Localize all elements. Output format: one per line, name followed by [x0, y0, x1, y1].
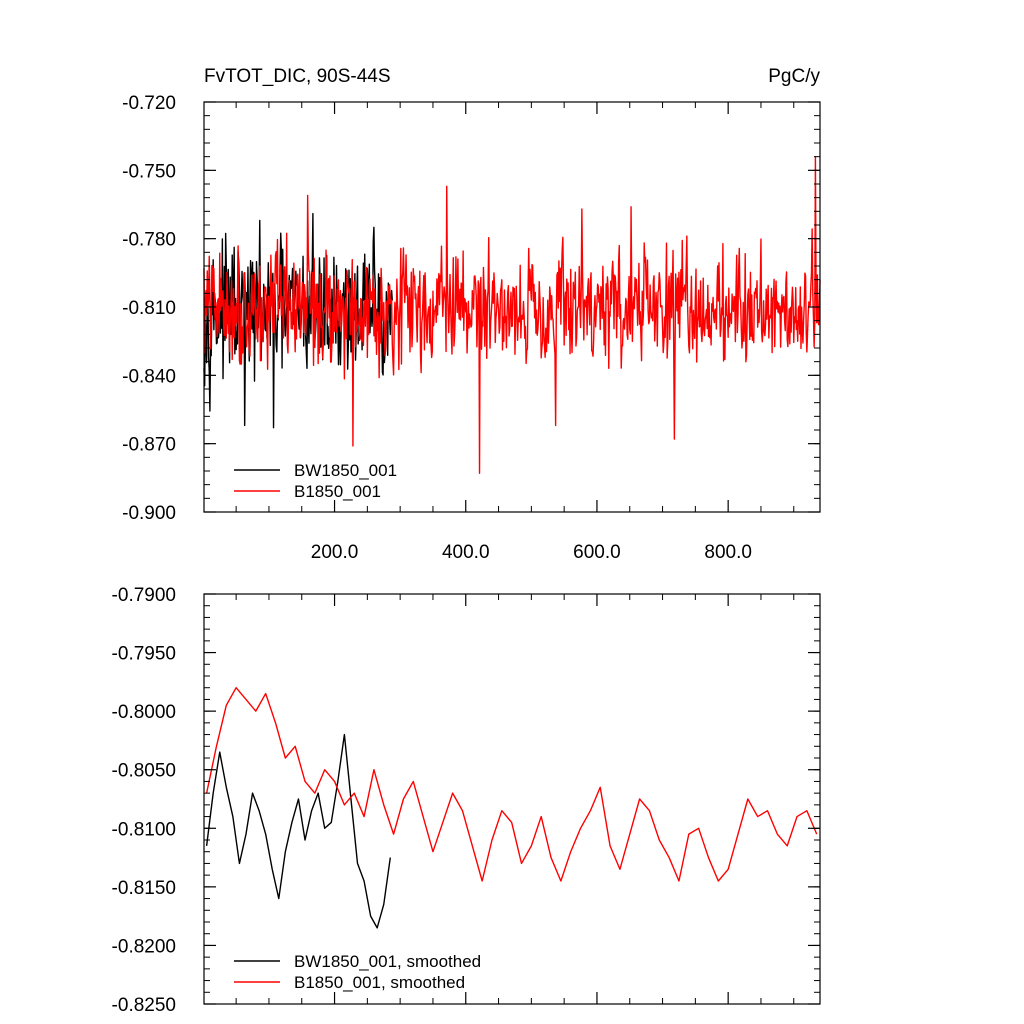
series-line-bottom-1: [205, 687, 818, 882]
y-tick-label: -0.7900: [112, 585, 176, 606]
top-legend: BW1850_001 B1850_001: [234, 461, 397, 501]
y-tick-label: -0.750: [122, 161, 176, 182]
top-axes: -0.720 -0.750 -0.780 -0.810 -0.840 -0.870 -0.9…: [122, 93, 821, 563]
bottom-axes: -0.7900 -0.7950 -0.8000 -0.8050 -0.8100 -0.81…: [112, 585, 821, 1016]
y-tick-label: -0.780: [122, 230, 176, 251]
series-line-top-1: [203, 155, 821, 474]
x-tick-label: 200.0: [311, 542, 359, 563]
series-line-bottom-0: [205, 733, 392, 929]
legend-label-b1850: B1850_001: [294, 482, 381, 501]
top-title-left: FvTOT_DIC, 90S-44S: [204, 66, 391, 87]
top-title-right: PgC/y: [768, 66, 820, 87]
y-tick-label: -0.8200: [112, 936, 176, 957]
y-tick-label: -0.720: [122, 93, 176, 114]
legend-label-bw1850: BW1850_001: [294, 461, 397, 480]
plot-frame: [203, 593, 821, 1005]
y-tick-label: -0.8050: [112, 761, 176, 782]
legend-label-bw1850-smoothed: BW1850_001, smoothed: [294, 952, 481, 971]
bottom-panel: -0.7900 -0.7950 -0.8000 -0.8050 -0.8100 -0.81…: [112, 585, 821, 1016]
y-tick-label: -0.8000: [112, 702, 176, 723]
y-tick-label: -0.840: [122, 366, 176, 387]
bottom-legend: BW1850_001, smoothed B1850_001, smoothed: [234, 952, 481, 992]
y-tick-label: -0.870: [122, 435, 176, 456]
x-tick-label: 800.0: [704, 542, 752, 563]
top-panel: FvTOT_DIC, 90S-44S PgC/y -0.720-0.750-0.…: [122, 66, 821, 563]
y-tick-label: -0.8100: [112, 819, 176, 840]
y-tick-label: -0.8250: [112, 995, 176, 1016]
y-tick-label: -0.7950: [112, 644, 176, 665]
y-tick-label: -0.810: [122, 298, 176, 319]
x-tick-label: 600.0: [573, 542, 621, 563]
x-tick-label: 400.0: [442, 542, 490, 563]
bottom-series-layer: [205, 687, 818, 929]
legend-label-b1850-smoothed: B1850_001, smoothed: [294, 973, 465, 992]
y-tick-label: -0.900: [122, 503, 176, 524]
top-series-layer: [203, 155, 821, 474]
y-tick-label: -0.8150: [112, 878, 176, 899]
